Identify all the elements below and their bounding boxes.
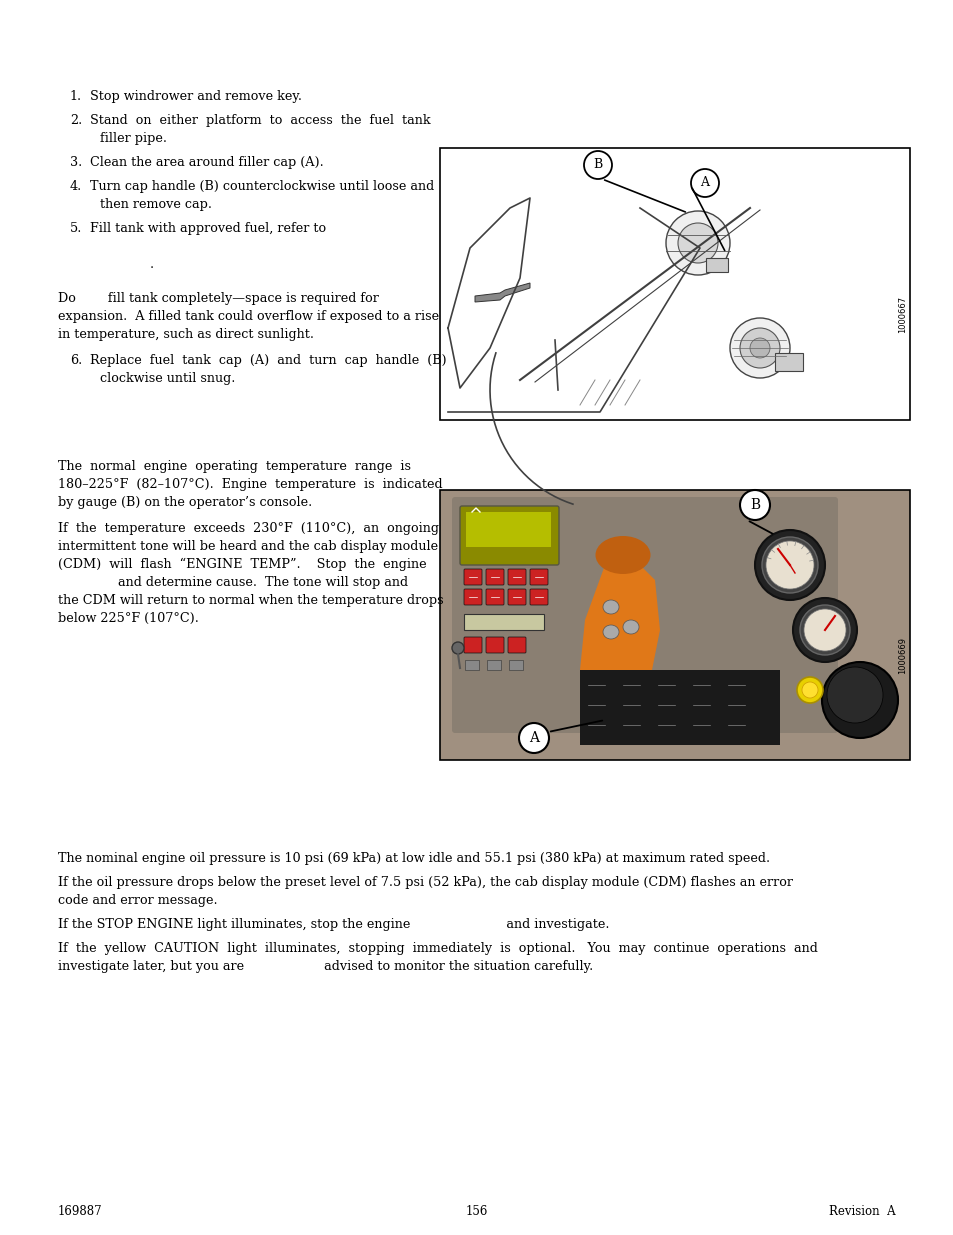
Circle shape bbox=[796, 677, 822, 703]
Text: 180–225°F  (82–107°C).  Engine  temperature  is  indicated: 180–225°F (82–107°C). Engine temperature… bbox=[58, 478, 442, 492]
FancyBboxPatch shape bbox=[485, 589, 503, 605]
Text: 1000667: 1000667 bbox=[898, 295, 906, 332]
Ellipse shape bbox=[622, 620, 639, 634]
Text: If  the  yellow  CAUTION  light  illuminates,  stopping  immediately  is  option: If the yellow CAUTION light illuminates,… bbox=[58, 942, 817, 955]
Circle shape bbox=[690, 169, 719, 198]
Text: Clean the area around filler cap (A).: Clean the area around filler cap (A). bbox=[90, 156, 323, 169]
Bar bbox=[464, 659, 478, 671]
Polygon shape bbox=[579, 555, 659, 710]
Text: the CDM will return to normal when the temperature drops: the CDM will return to normal when the t… bbox=[58, 594, 443, 606]
Text: 2.: 2. bbox=[70, 114, 82, 127]
Text: Stop windrower and remove key.: Stop windrower and remove key. bbox=[90, 90, 302, 103]
Text: code and error message.: code and error message. bbox=[58, 894, 217, 906]
FancyBboxPatch shape bbox=[507, 637, 525, 653]
Text: Do        fill tank completely—space is required for: Do fill tank completely—space is require… bbox=[58, 291, 378, 305]
FancyBboxPatch shape bbox=[530, 589, 547, 605]
Circle shape bbox=[792, 598, 856, 662]
FancyBboxPatch shape bbox=[507, 589, 525, 605]
Text: The  normal  engine  operating  temperature  range  is: The normal engine operating temperature … bbox=[58, 459, 411, 473]
Text: A: A bbox=[529, 731, 538, 745]
Circle shape bbox=[678, 224, 718, 263]
Text: If the oil pressure drops below the preset level of 7.5 psi (52 kPa), the cab di: If the oil pressure drops below the pres… bbox=[58, 876, 792, 889]
Text: expansion.  A filled tank could overflow if exposed to a rise: expansion. A filled tank could overflow … bbox=[58, 310, 438, 324]
Text: 3.: 3. bbox=[70, 156, 82, 169]
Text: investigate later, but you are                    advised to monitor the situati: investigate later, but you are advised t… bbox=[58, 960, 593, 973]
Circle shape bbox=[740, 490, 769, 520]
Bar bbox=[463, 614, 543, 630]
Text: Revision  A: Revision A bbox=[828, 1205, 895, 1218]
Bar bbox=[774, 353, 802, 370]
Circle shape bbox=[826, 667, 882, 722]
Text: .: . bbox=[150, 258, 154, 270]
Text: 1.: 1. bbox=[70, 90, 82, 103]
Text: Fill tank with approved fuel, refer to: Fill tank with approved fuel, refer to bbox=[90, 222, 326, 235]
Circle shape bbox=[765, 541, 813, 589]
Circle shape bbox=[749, 338, 769, 358]
Bar bbox=[439, 148, 909, 420]
Text: clockwise until snug.: clockwise until snug. bbox=[100, 372, 235, 385]
Circle shape bbox=[729, 317, 789, 378]
Bar bbox=[705, 258, 727, 272]
Circle shape bbox=[803, 609, 845, 651]
Text: B: B bbox=[749, 498, 760, 513]
Circle shape bbox=[754, 530, 824, 600]
Text: Replace  fuel  tank  cap  (A)  and  turn  cap  handle  (B): Replace fuel tank cap (A) and turn cap h… bbox=[90, 354, 446, 367]
Text: 169887: 169887 bbox=[58, 1205, 103, 1218]
Text: 1000669: 1000669 bbox=[898, 636, 906, 673]
Bar bbox=[509, 659, 522, 671]
Text: 5.: 5. bbox=[70, 222, 82, 235]
Text: (CDM)  will  flash  “ENGINE  TEMP”.    Stop  the  engine: (CDM) will flash “ENGINE TEMP”. Stop the… bbox=[58, 558, 426, 572]
Polygon shape bbox=[475, 283, 530, 303]
Bar bbox=[465, 513, 551, 547]
Circle shape bbox=[452, 642, 463, 655]
Text: B: B bbox=[593, 158, 602, 172]
Text: filler pipe.: filler pipe. bbox=[100, 132, 167, 144]
Bar bbox=[439, 490, 909, 760]
Ellipse shape bbox=[595, 536, 650, 574]
Ellipse shape bbox=[602, 625, 618, 638]
FancyBboxPatch shape bbox=[530, 569, 547, 585]
Circle shape bbox=[821, 662, 897, 739]
Bar bbox=[486, 659, 500, 671]
FancyBboxPatch shape bbox=[485, 569, 503, 585]
FancyBboxPatch shape bbox=[463, 569, 481, 585]
Text: If  the  temperature  exceeds  230°F  (110°C),  an  ongoing: If the temperature exceeds 230°F (110°C)… bbox=[58, 522, 438, 535]
FancyBboxPatch shape bbox=[463, 637, 481, 653]
Circle shape bbox=[761, 537, 817, 593]
FancyBboxPatch shape bbox=[485, 637, 503, 653]
FancyBboxPatch shape bbox=[459, 506, 558, 564]
Ellipse shape bbox=[579, 713, 659, 737]
Text: 156: 156 bbox=[465, 1205, 488, 1218]
FancyBboxPatch shape bbox=[452, 496, 837, 734]
Text: 6.: 6. bbox=[70, 354, 82, 367]
Circle shape bbox=[665, 211, 729, 275]
Circle shape bbox=[800, 605, 849, 655]
Circle shape bbox=[583, 151, 612, 179]
Circle shape bbox=[801, 682, 817, 698]
FancyBboxPatch shape bbox=[579, 671, 780, 745]
FancyBboxPatch shape bbox=[463, 589, 481, 605]
Text: intermittent tone will be heard and the cab display module: intermittent tone will be heard and the … bbox=[58, 540, 437, 553]
Text: If the STOP ENGINE light illuminates, stop the engine                        and: If the STOP ENGINE light illuminates, st… bbox=[58, 918, 609, 931]
Circle shape bbox=[740, 329, 780, 368]
Circle shape bbox=[518, 722, 548, 753]
Text: Stand  on  either  platform  to  access  the  fuel  tank: Stand on either platform to access the f… bbox=[90, 114, 430, 127]
Text: 4.: 4. bbox=[70, 180, 82, 193]
Text: A: A bbox=[700, 177, 709, 189]
Text: Turn cap handle (B) counterclockwise until loose and: Turn cap handle (B) counterclockwise unt… bbox=[90, 180, 434, 193]
Text: in temperature, such as direct sunlight.: in temperature, such as direct sunlight. bbox=[58, 329, 314, 341]
Text: below 225°F (107°C).: below 225°F (107°C). bbox=[58, 613, 198, 625]
Text: by gauge (B) on the operator’s console.: by gauge (B) on the operator’s console. bbox=[58, 496, 312, 509]
Ellipse shape bbox=[602, 600, 618, 614]
FancyBboxPatch shape bbox=[507, 569, 525, 585]
Text: The nominal engine oil pressure is 10 psi (69 kPa) at low idle and 55.1 psi (380: The nominal engine oil pressure is 10 ps… bbox=[58, 852, 769, 864]
Text: then remove cap.: then remove cap. bbox=[100, 198, 212, 211]
Text: and determine cause.  The tone will stop and: and determine cause. The tone will stop … bbox=[58, 576, 408, 589]
